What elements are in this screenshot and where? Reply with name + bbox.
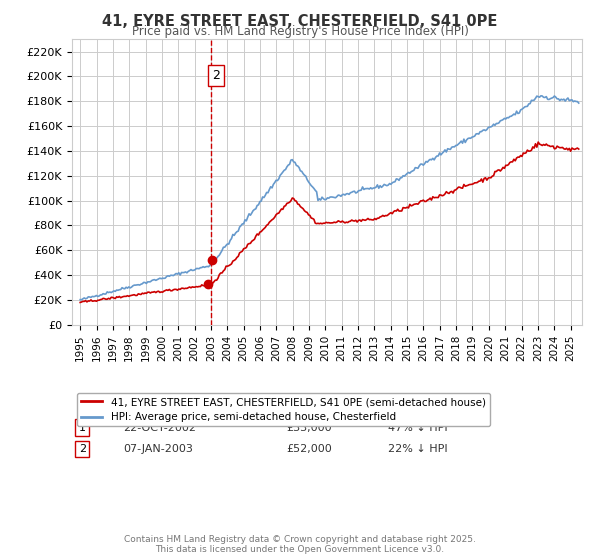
Text: 1: 1	[79, 423, 86, 433]
Text: £52,000: £52,000	[286, 444, 332, 454]
Text: Price paid vs. HM Land Registry's House Price Index (HPI): Price paid vs. HM Land Registry's House …	[131, 25, 469, 38]
Text: 07-JAN-2003: 07-JAN-2003	[123, 444, 193, 454]
Text: 47% ↓ HPI: 47% ↓ HPI	[388, 423, 448, 433]
Text: 22% ↓ HPI: 22% ↓ HPI	[388, 444, 448, 454]
Text: £33,000: £33,000	[286, 423, 332, 433]
Legend: 41, EYRE STREET EAST, CHESTERFIELD, S41 0PE (semi-detached house), HPI: Average : 41, EYRE STREET EAST, CHESTERFIELD, S41 …	[77, 393, 490, 426]
Text: 2: 2	[212, 69, 220, 82]
Text: 22-OCT-2002: 22-OCT-2002	[123, 423, 196, 433]
Text: Contains HM Land Registry data © Crown copyright and database right 2025.
This d: Contains HM Land Registry data © Crown c…	[124, 535, 476, 554]
Text: 2: 2	[79, 444, 86, 454]
Text: 41, EYRE STREET EAST, CHESTERFIELD, S41 0PE: 41, EYRE STREET EAST, CHESTERFIELD, S41 …	[103, 14, 497, 29]
